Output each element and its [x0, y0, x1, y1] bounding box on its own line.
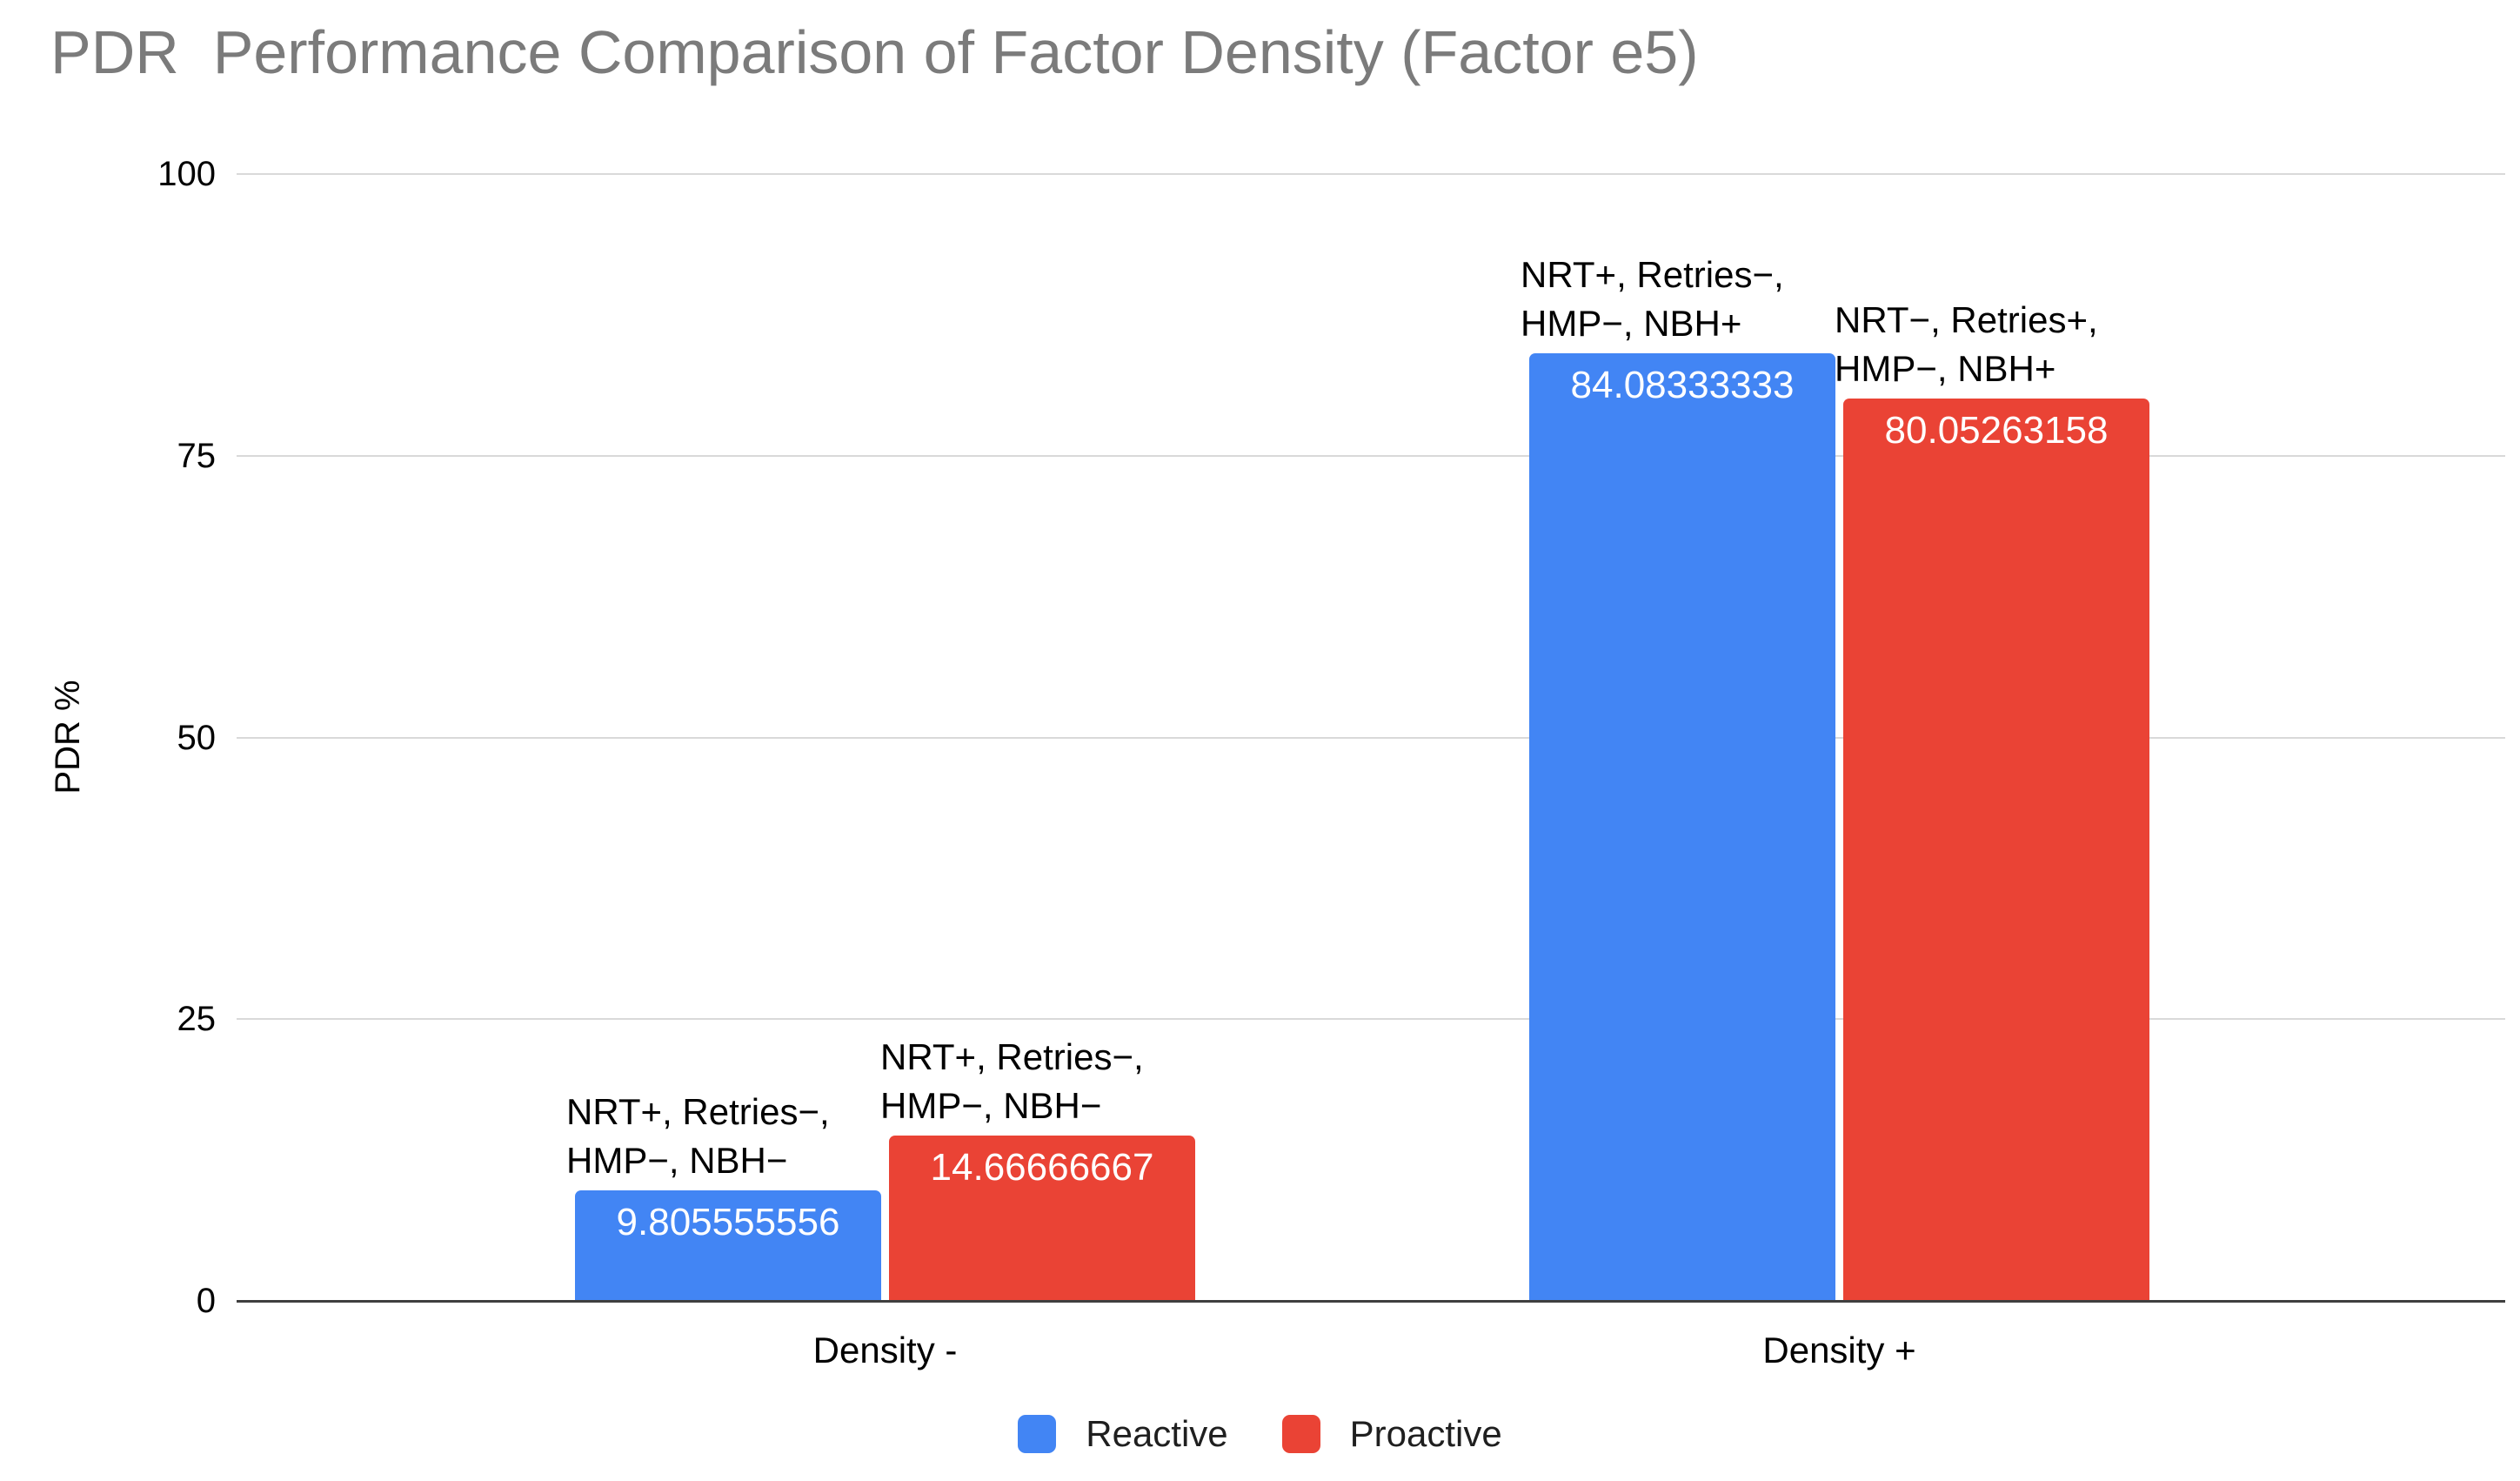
bar-annotation-line: NRT+, Retries−,: [880, 1036, 1144, 1078]
bar-reactive-0[interactable]: [575, 1190, 881, 1301]
gridline-100: [237, 173, 2505, 175]
bar-annotation-line: HMP−, NBH+: [1521, 303, 1742, 345]
y-tick-label-0: 0: [196, 1282, 216, 1320]
bar-value-label: 80.05263158: [1884, 409, 2109, 452]
x-axis-line: [237, 1300, 2505, 1303]
y-tick-label-25: 25: [177, 1000, 217, 1039]
gridline-75: [237, 454, 2505, 457]
legend-swatch-reactive: [1018, 1415, 1057, 1453]
legend-swatch-proactive: [1281, 1415, 1320, 1453]
legend-item-proactive[interactable]: Proactive: [1281, 1413, 1502, 1454]
bar-annotation-line: HMP−, NBH−: [566, 1140, 788, 1182]
legend-item-reactive[interactable]: Reactive: [1018, 1413, 1228, 1454]
bar-annotation: NRT+, Retries−, HMP−, NBH−: [566, 1088, 830, 1185]
bar-value-label: 14.66666667: [930, 1146, 1154, 1189]
y-tick-label-75: 75: [177, 436, 217, 475]
gridline-25: [237, 1018, 2505, 1021]
legend-label-proactive: Proactive: [1349, 1413, 1502, 1454]
bar-proactive-1[interactable]: [1843, 399, 2149, 1301]
legend: Reactive Proactive: [0, 1410, 2520, 1458]
legend-label-reactive: Reactive: [1086, 1413, 1228, 1454]
bar-annotation-line: NRT+, Retries−,: [566, 1091, 830, 1133]
x-category-label-1: Density +: [1762, 1330, 1916, 1370]
bar-reactive-1[interactable]: [1529, 353, 1835, 1301]
bar-annotation: NRT−, Retries+, HMP−, NBH+: [1835, 296, 2098, 393]
y-tick-label-50: 50: [177, 718, 217, 757]
bar-annotation-line: NRT+, Retries−,: [1521, 254, 1784, 296]
bar-annotation-line: NRT−, Retries+,: [1835, 299, 2098, 341]
chart-title: PDR Performance Comparison of Factor Den…: [50, 18, 1699, 86]
x-category-label-0: Density -: [812, 1330, 958, 1370]
bar-annotation-line: HMP−, NBH−: [880, 1085, 1102, 1127]
bar-proactive-0[interactable]: [889, 1136, 1195, 1301]
bar-annotation: NRT+, Retries−, HMP−, NBH−: [880, 1033, 1144, 1130]
bar-value-label: 84.08333333: [1570, 364, 1795, 407]
bar-annotation: NRT+, Retries−, HMP−, NBH+: [1521, 251, 1784, 348]
gridline-50: [237, 736, 2505, 739]
bar-value-label: 9.805555556: [616, 1201, 840, 1244]
y-tick-label-100: 100: [157, 155, 216, 193]
bar-annotation-line: HMP−, NBH+: [1835, 348, 2056, 390]
